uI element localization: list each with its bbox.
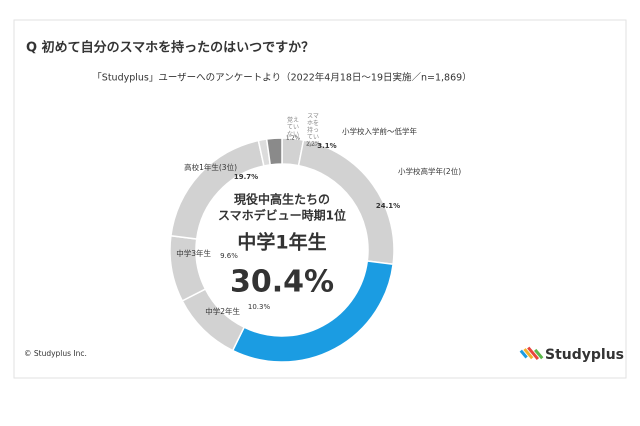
value-label: 9.6% [220,252,238,260]
logo-icon [519,346,544,361]
center-category: 中学1年生 [237,231,326,254]
category-label: スマホを持っていない [306,113,319,148]
value-label: 2.2% [306,142,320,148]
value-label: 1.2% [286,136,300,142]
logo-text: Studyplus [545,347,624,363]
card [13,19,627,379]
chart-subtitle: 「Studyplus」ユーザーへのアンケートより（2022年4月18日～19日実… [92,72,471,84]
category-label: 中学3年生 [176,248,211,258]
chart-title: Q 初めて自分のスマホを持ったのはいつですか？ [26,40,314,56]
category-label: 小学校高学年(2位) [398,166,461,176]
donut-slice [265,137,283,166]
copyright: © Studyplus Inc. [24,349,87,358]
category-label: 覚えていない [286,117,299,138]
value-label: 24.1% [376,202,400,210]
category-label: 小学校入学前～低学年 [342,126,417,136]
center-text: 現役中高生たちの [234,192,330,207]
value-label: 19.7% [234,173,258,181]
value-label: 10.3% [248,303,271,311]
category-label: 高校1年生(3位) [184,162,237,172]
center-text: スマホデビュー時期1位 [218,208,346,223]
category-label: 中学2年生 [205,306,240,316]
value-label: 3.1% [317,142,336,150]
center-value: 30.4% [230,265,334,300]
